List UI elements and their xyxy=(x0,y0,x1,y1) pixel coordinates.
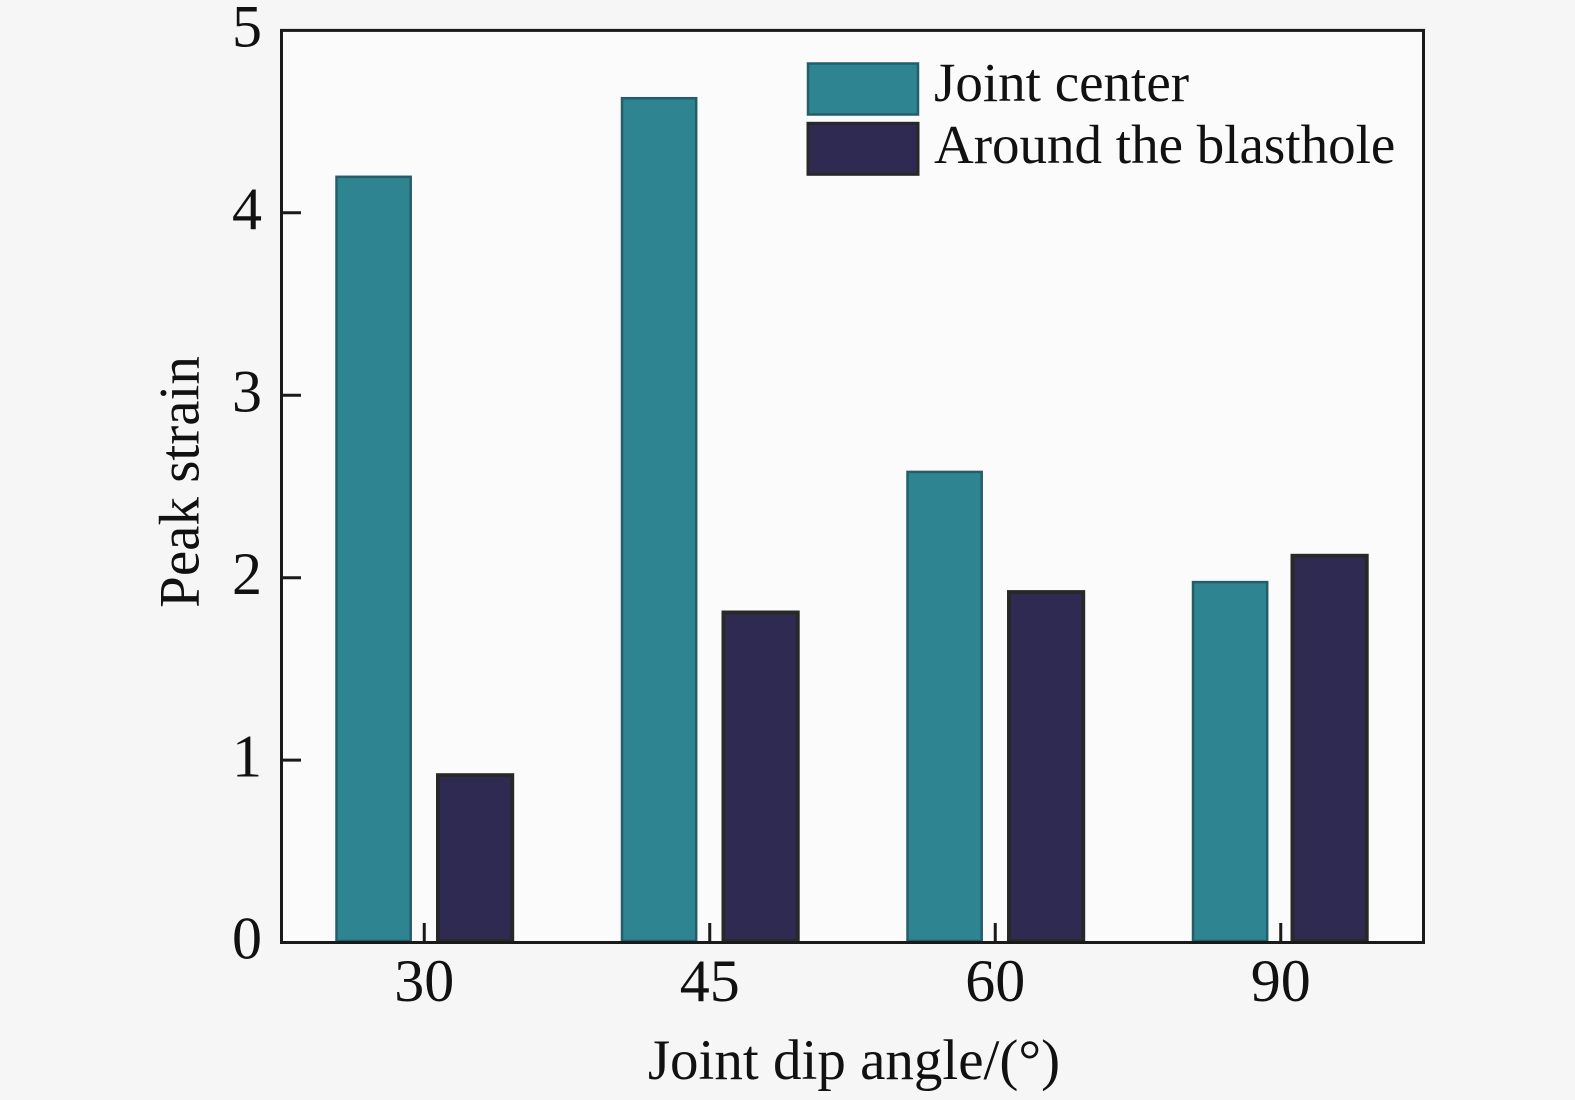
svg-text:4: 4 xyxy=(232,176,262,242)
svg-text:Joint center: Joint center xyxy=(934,52,1189,113)
svg-text:Joint dip angle/(°): Joint dip angle/(°) xyxy=(648,1029,1060,1092)
svg-text:3: 3 xyxy=(232,358,262,424)
svg-text:2: 2 xyxy=(232,541,262,607)
svg-text:60: 60 xyxy=(965,948,1025,1014)
svg-text:Peak strain: Peak strain xyxy=(149,356,212,608)
svg-text:5: 5 xyxy=(232,0,262,60)
svg-text:30: 30 xyxy=(394,948,454,1014)
svg-text:0: 0 xyxy=(232,906,262,972)
svg-text:Around the blasthole: Around the blasthole xyxy=(934,114,1395,175)
svg-text:1: 1 xyxy=(232,723,262,789)
svg-text:90: 90 xyxy=(1251,948,1311,1014)
svg-text:45: 45 xyxy=(680,948,740,1014)
